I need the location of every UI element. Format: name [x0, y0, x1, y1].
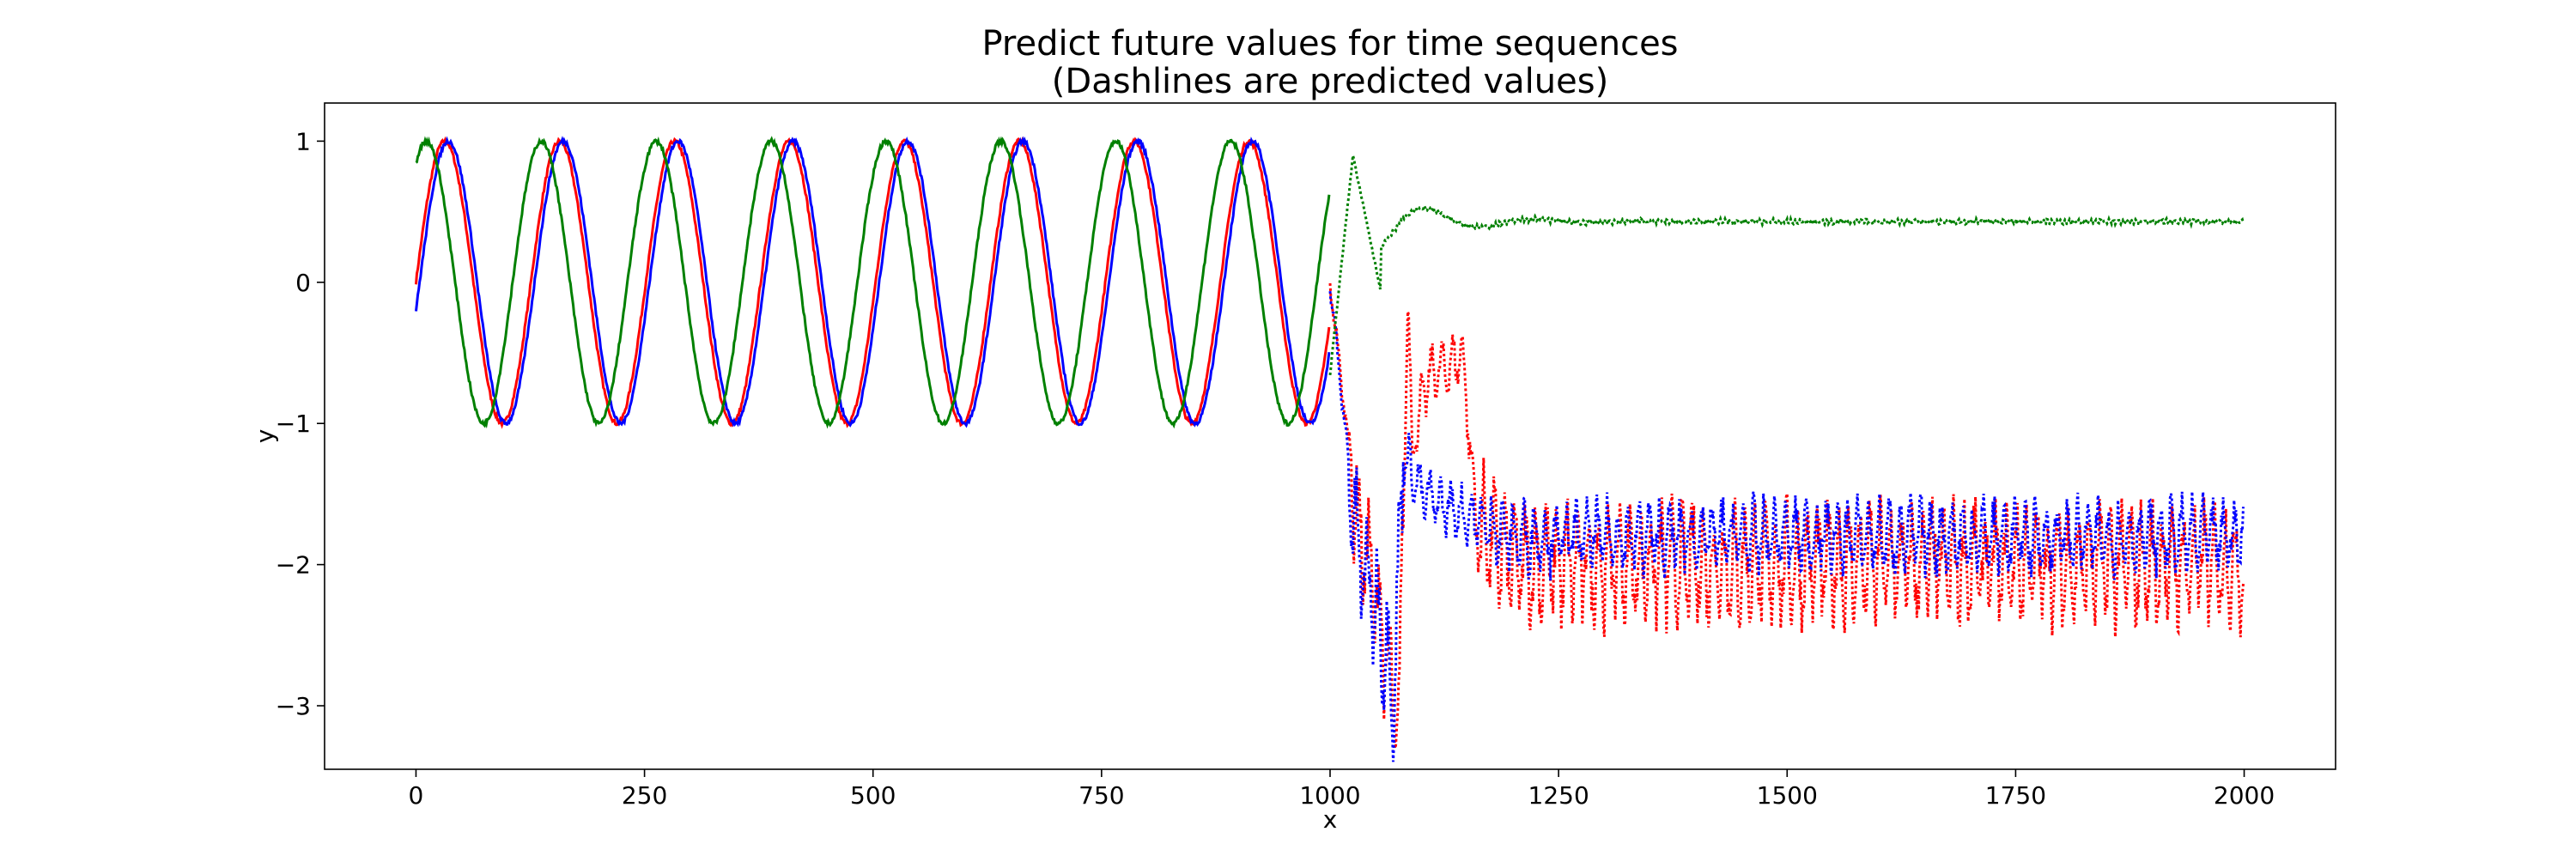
- x-tick-label: 0: [409, 781, 424, 810]
- series-observed-line: [415, 136, 1331, 429]
- chart-title-line2: (Dashlines are predicted values): [1052, 62, 1608, 101]
- y-tick-label: 1: [295, 127, 311, 155]
- x-tick-label: 1750: [1985, 781, 2046, 810]
- x-tick-label: 750: [1078, 781, 1124, 810]
- series-layer: [415, 136, 2245, 762]
- x-tick-label: 1000: [1299, 781, 1360, 810]
- ticks-layer: 0 250 500 750 1000 1250 1500 1750 2000 1 0 −1 −2 −3: [276, 127, 2275, 810]
- x-tick-label: 500: [850, 781, 896, 810]
- y-tick-label: 0: [295, 269, 311, 297]
- x-tick-label: 1500: [1757, 781, 1818, 810]
- y-tick-label: −2: [276, 551, 311, 580]
- series-observed-line: [415, 136, 1331, 429]
- plot-frame: [324, 102, 2336, 770]
- series-observed-line: [415, 136, 1331, 428]
- x-axis-label: x: [1323, 805, 1338, 834]
- x-tick-label: 1250: [1528, 781, 1589, 810]
- x-tick-label: 250: [622, 781, 667, 810]
- x-tick-label: 2000: [2214, 781, 2275, 810]
- chart-title-line1: Predict future values for time sequences: [981, 24, 1678, 64]
- y-tick-label: −1: [276, 410, 311, 438]
- series-predicted-line: [1328, 290, 2245, 762]
- y-axis-label: y: [251, 429, 279, 444]
- series-predicted-line: [1328, 155, 2245, 376]
- y-tick-label: −3: [276, 692, 311, 720]
